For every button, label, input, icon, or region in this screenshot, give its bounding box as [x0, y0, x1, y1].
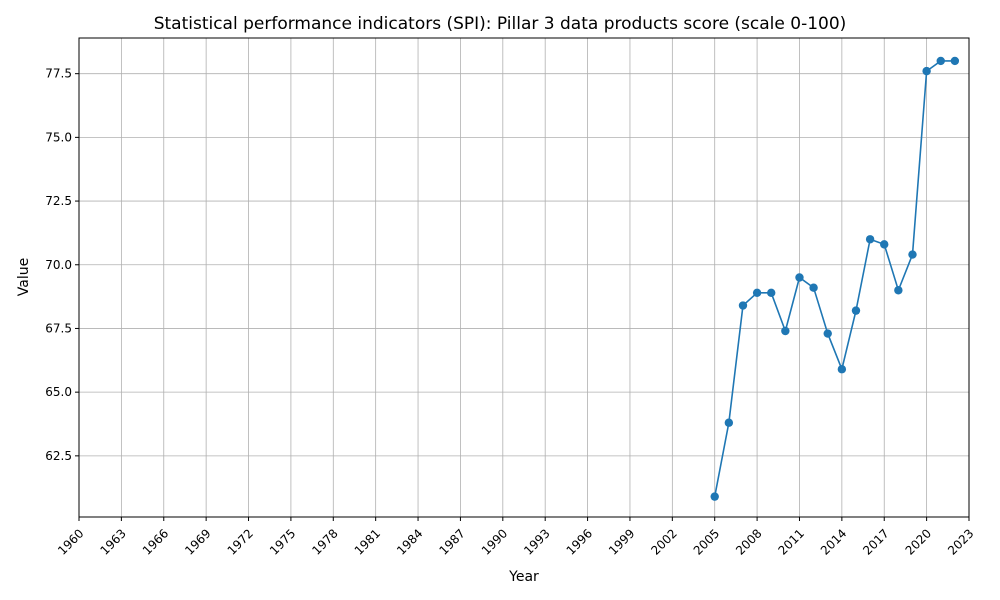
data-point [908, 250, 917, 259]
data-point [837, 365, 847, 374]
data-point [936, 56, 945, 66]
y-tick-label: 70.0 [45, 258, 72, 272]
data-point [950, 56, 960, 66]
data-point [809, 283, 818, 292]
y-tick-label: 75.0 [45, 130, 72, 144]
y-tick-label: 67.5 [45, 321, 72, 335]
y-tick-label: 65.0 [45, 385, 72, 399]
data-point [738, 301, 748, 310]
data-point [724, 418, 734, 427]
y-axis-label: Value [16, 258, 32, 296]
data-point [795, 273, 804, 282]
data-point [823, 329, 832, 338]
y-tick-label: 72.5 [45, 194, 72, 208]
data-point [710, 492, 719, 501]
data-point [865, 235, 875, 244]
data-point [880, 240, 889, 249]
data-point [894, 286, 903, 295]
y-tick-label: 62.5 [45, 449, 72, 463]
x-axis-label: Year [508, 569, 539, 585]
data-point [851, 306, 861, 315]
data-point [752, 288, 762, 297]
plot-frame [78, 37, 970, 518]
series-layer [710, 56, 960, 501]
y-tick-label: 77.5 [45, 67, 72, 81]
data-point [922, 66, 931, 76]
data-point [781, 326, 790, 336]
chart-title: Statistical performance indicators (SPI)… [154, 14, 847, 34]
data-point [767, 288, 776, 297]
